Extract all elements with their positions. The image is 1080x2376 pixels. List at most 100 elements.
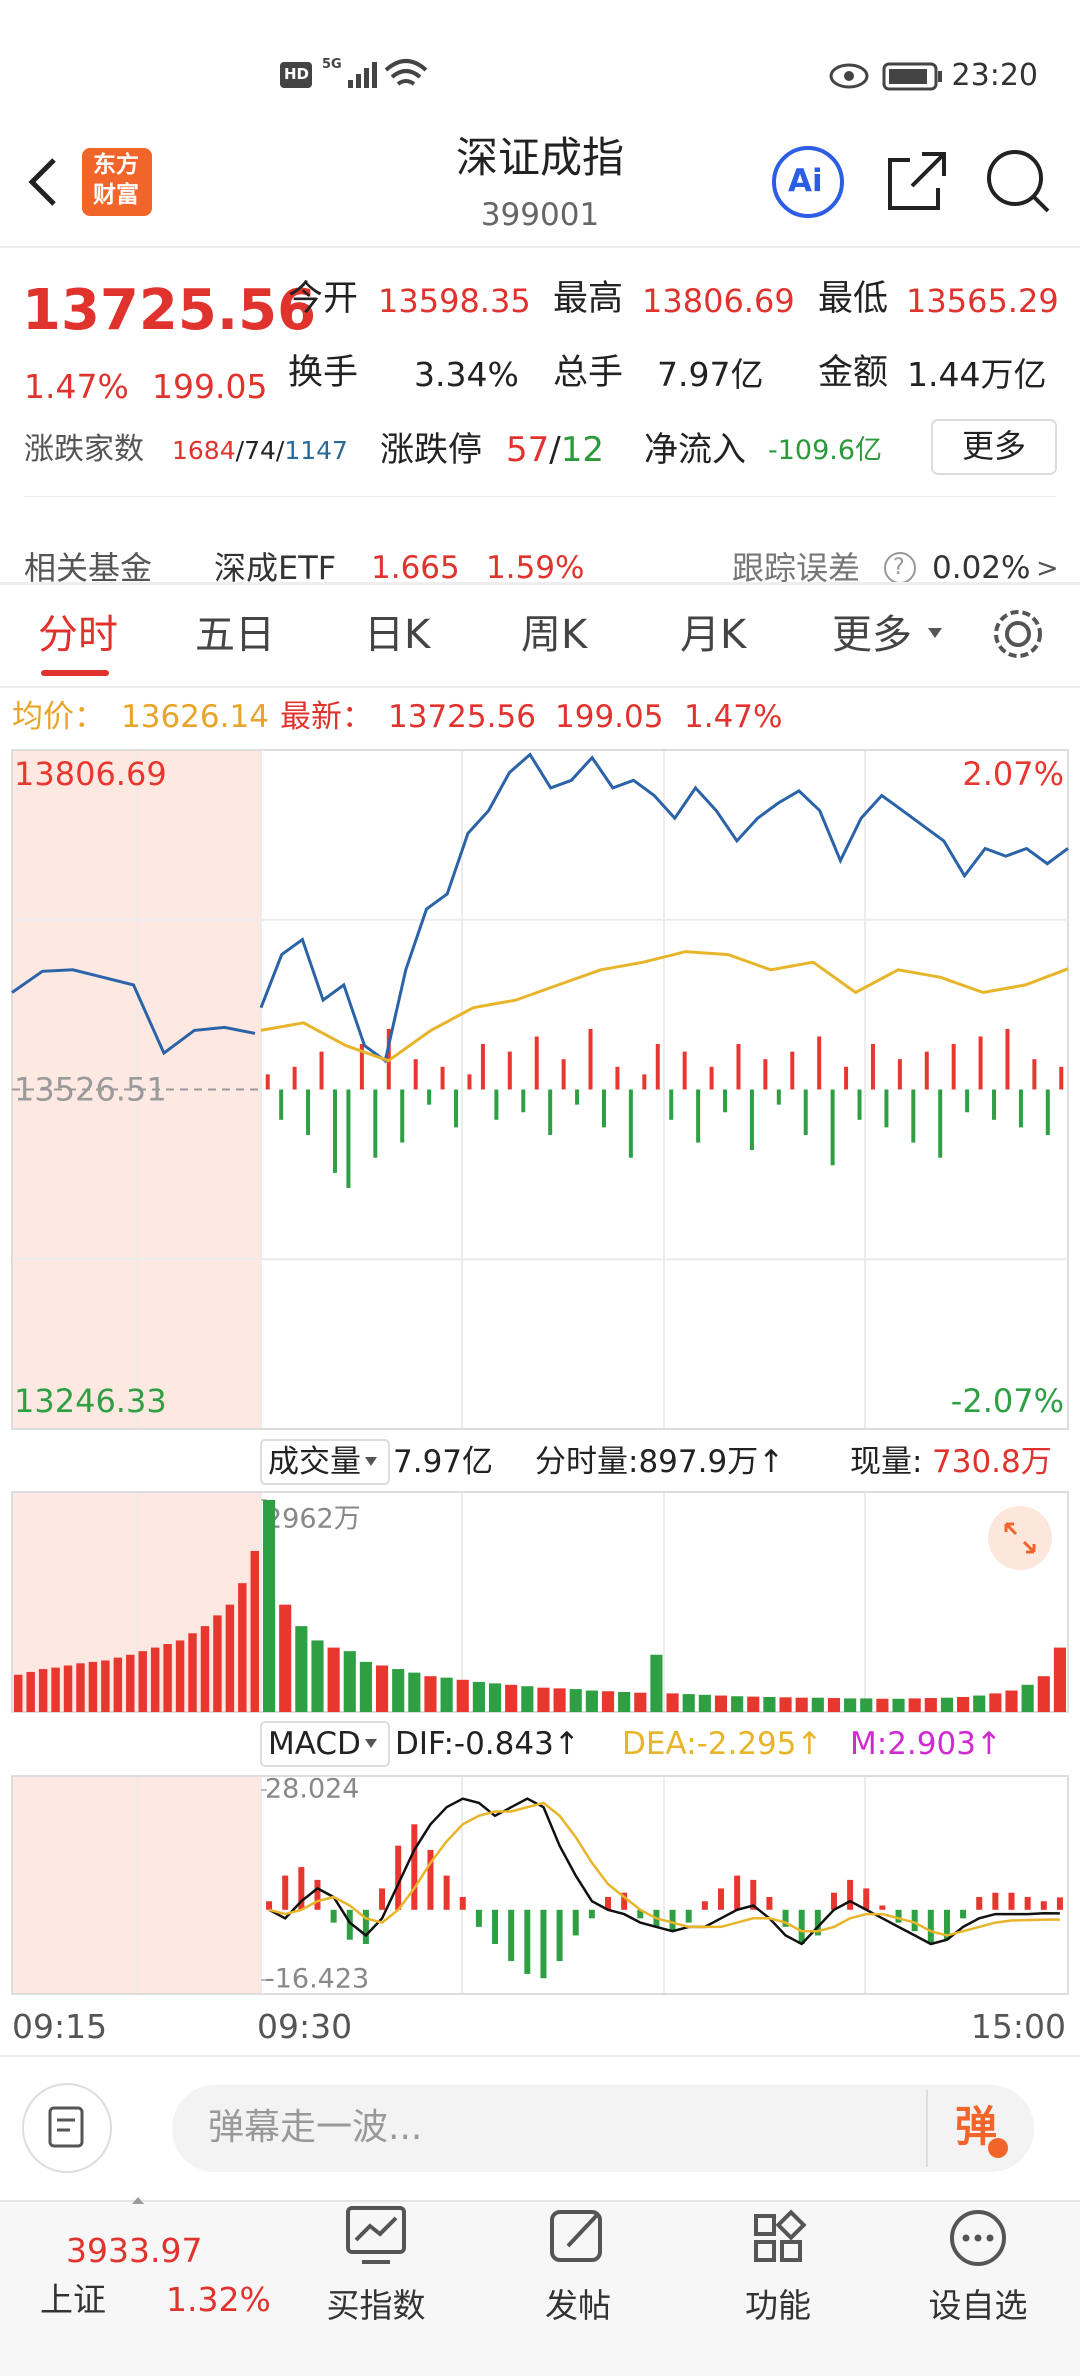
macd-bar <box>572 1909 579 1936</box>
volume-bar <box>1037 1676 1050 1712</box>
nav-label[interactable]: 功能 <box>745 2286 811 2325</box>
volume-selector[interactable] <box>260 1439 390 1485</box>
chart-frame <box>11 1775 1069 1995</box>
more-label[interactable]: 更多 <box>961 427 1026 465</box>
macd-bar <box>685 1909 692 1923</box>
tab[interactable]: 周K <box>521 612 588 658</box>
fund-name[interactable]: 深成ETF <box>214 549 337 587</box>
chevron[interactable]: > <box>1036 553 1059 584</box>
share-button[interactable] <box>888 152 946 210</box>
function-icon[interactable] <box>754 2209 807 2262</box>
change-value: 199.05 <box>555 699 664 735</box>
comment-placeholder[interactable]: 弹幕走一波... <box>208 2107 423 2148</box>
macd-bar <box>911 1909 918 1932</box>
volume-bar <box>892 1698 905 1712</box>
volume-bar <box>456 1679 469 1712</box>
help-label[interactable]: ? <box>893 555 905 580</box>
nav-label[interactable]: 买指数 <box>326 2286 426 2325</box>
volume-bar <box>827 1698 841 1712</box>
macd-bar <box>847 1879 854 1910</box>
tab[interactable]: 分时 <box>38 612 118 658</box>
ai-button[interactable] <box>772 146 844 218</box>
volume-bar <box>488 1683 502 1712</box>
volume-bar <box>263 1500 276 1712</box>
index-change[interactable]: 1.32% <box>166 2280 271 2319</box>
tab[interactable]: 月K <box>680 612 747 658</box>
watchlist-icon[interactable] <box>950 2210 1006 2266</box>
y2-tick-label: -2.07% <box>951 1382 1064 1420</box>
flow-bar <box>911 1089 916 1143</box>
volume-bar <box>811 1697 824 1712</box>
separator: / <box>235 436 245 465</box>
back-button[interactable] <box>28 158 56 206</box>
flow-bar <box>1005 1028 1010 1090</box>
tab-underline <box>41 670 109 676</box>
macd-bar <box>1024 1896 1031 1910</box>
tab[interactable]: 日K <box>364 612 431 658</box>
flow-bar <box>790 1051 795 1090</box>
danmaku-settings[interactable] <box>22 2083 112 2173</box>
macd-bar <box>992 1892 999 1910</box>
volume-bar <box>375 1665 389 1712</box>
wifi-icon <box>384 59 428 86</box>
search-button[interactable] <box>987 150 1050 213</box>
index-name[interactable]: 上证 <box>40 2280 106 2319</box>
flow-bar <box>763 1059 768 1090</box>
volume-bar <box>908 1698 921 1712</box>
volume-bar <box>343 1651 356 1712</box>
tab[interactable]: 更多 <box>832 612 912 658</box>
macd-bar <box>492 1909 499 1944</box>
volume-bar <box>188 1633 197 1712</box>
expand-button[interactable] <box>988 1506 1052 1570</box>
field-label: 金额 <box>818 353 889 393</box>
total-volume: 7.97亿 <box>393 1444 494 1480</box>
flow-bar <box>467 1074 472 1090</box>
field-label: 跟踪误差 <box>732 549 861 587</box>
tab[interactable]: 五日 <box>195 612 275 658</box>
volume-bar <box>1021 1684 1034 1712</box>
settings-button[interactable] <box>994 610 1042 658</box>
change-percent: 1.47% <box>24 367 129 406</box>
danmaku-button[interactable]: 弹 <box>955 2102 998 2151</box>
post-icon[interactable] <box>550 2210 602 2262</box>
indicator-label[interactable]: MACD <box>268 1726 361 1762</box>
volume-bar <box>553 1688 566 1712</box>
field-label: 净流入 <box>644 430 746 470</box>
volume-bar <box>138 1651 147 1712</box>
volume-bar <box>585 1690 598 1712</box>
volume-bar <box>51 1667 60 1712</box>
buy-index-icon[interactable] <box>346 2206 406 2264</box>
macd-bar <box>750 1879 757 1910</box>
macd-bar <box>411 1824 418 1910</box>
macd-bar <box>475 1909 482 1927</box>
volume-label[interactable]: 成交量 <box>268 1444 361 1480</box>
hd-label: HD <box>284 65 310 83</box>
field-value: 13565.29 <box>906 282 1059 320</box>
flow-bar <box>332 1089 337 1173</box>
change-percent: 1.47% <box>684 699 783 735</box>
more-button[interactable] <box>931 419 1057 475</box>
field-label: 总手 <box>553 353 624 393</box>
comment-input[interactable] <box>172 2085 1034 2172</box>
flow-bar <box>427 1089 432 1105</box>
field-label: 相关基金 <box>24 549 153 587</box>
macd-bar <box>960 1909 967 1919</box>
index-value[interactable]: 3933.97 <box>66 2231 203 2270</box>
nav-label[interactable]: 发帖 <box>545 2286 611 2325</box>
fund-price: 1.665 <box>371 550 460 586</box>
macd-bar <box>266 1901 273 1910</box>
flow-bar <box>696 1089 701 1143</box>
nav-label[interactable]: 设自选 <box>928 2286 1028 2325</box>
field-label: 今开 <box>288 279 359 319</box>
battery-icon <box>882 62 942 91</box>
page-title: 深证成指 <box>455 133 624 182</box>
field-label: 涨跌停 <box>380 430 482 470</box>
macd-bar <box>298 1867 305 1910</box>
ai-label[interactable]: Ai <box>788 163 823 199</box>
tracking-error: 0.02% <box>932 550 1031 586</box>
current-volume-label: 现量: <box>850 1444 923 1480</box>
flow-bar <box>642 1074 647 1090</box>
indicator-selector[interactable] <box>260 1721 390 1767</box>
volume-bar <box>973 1695 986 1712</box>
volume-bar <box>101 1660 110 1712</box>
